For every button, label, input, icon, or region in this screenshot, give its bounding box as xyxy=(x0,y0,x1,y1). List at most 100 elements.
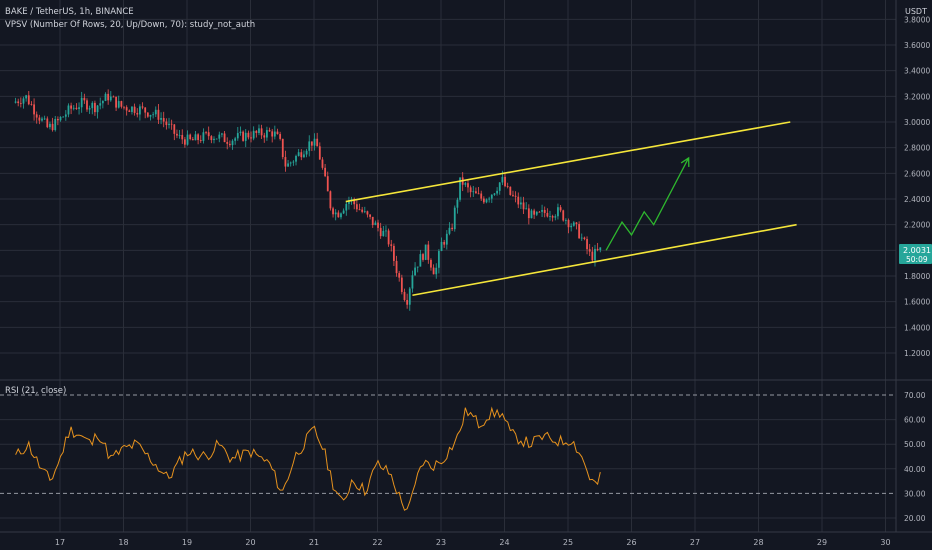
candle-body xyxy=(56,118,59,121)
candle-body xyxy=(303,154,305,158)
candle-body xyxy=(572,222,575,226)
rsi-tick-label: 50.00 xyxy=(904,440,926,449)
candle-body xyxy=(207,132,210,137)
candle-body xyxy=(154,109,157,115)
candle-body xyxy=(67,105,70,115)
candle-body xyxy=(186,134,189,145)
candle-body xyxy=(469,187,472,193)
rsi-legend[interactable]: RSI (21, close) xyxy=(5,386,66,396)
candle-body xyxy=(393,245,395,261)
projection-path xyxy=(605,157,690,251)
candle-body xyxy=(292,161,295,163)
candle-body xyxy=(236,133,239,139)
candle-body xyxy=(342,210,345,214)
candle-body xyxy=(109,96,112,101)
candle-body xyxy=(374,222,377,226)
candle-body xyxy=(115,96,117,108)
candle-body xyxy=(197,134,200,141)
candle-body xyxy=(268,130,271,132)
candle-body xyxy=(445,233,448,245)
candle-body xyxy=(96,105,99,113)
candle-body xyxy=(472,191,475,193)
candle-body xyxy=(324,167,327,177)
price-tick-label: 1.4000 xyxy=(904,323,930,332)
candle-body xyxy=(498,182,501,191)
candle-body xyxy=(477,193,480,195)
candle-body xyxy=(136,112,139,115)
candle-body xyxy=(91,102,94,109)
candle-body xyxy=(599,247,602,251)
candle-body xyxy=(318,146,321,160)
candle-body xyxy=(406,299,409,305)
currency-label[interactable]: USDT xyxy=(905,7,927,16)
candle-body xyxy=(379,227,382,237)
candle-body xyxy=(310,141,313,146)
candle-body xyxy=(33,104,35,115)
candle-body xyxy=(353,199,356,205)
candle-body xyxy=(297,152,300,156)
candle-body xyxy=(530,210,533,219)
candle-body xyxy=(123,106,125,108)
candle-body xyxy=(279,134,282,139)
candle-body xyxy=(271,131,274,137)
candle-body xyxy=(313,138,316,146)
candle-body xyxy=(86,100,88,110)
candle-body xyxy=(557,207,559,217)
candle-body xyxy=(104,93,107,101)
candle-body xyxy=(295,155,297,162)
time-tick-label: 19 xyxy=(182,538,192,547)
candle-body xyxy=(281,138,284,158)
candle-body xyxy=(152,114,155,116)
candle-body xyxy=(141,106,144,108)
candle-body xyxy=(509,186,512,195)
candle-body xyxy=(144,107,147,113)
candle-body xyxy=(194,134,197,141)
candle-body xyxy=(448,227,451,234)
candle-body xyxy=(17,101,20,104)
indicator-legend[interactable]: VPSV (Number Of Rows, 20, Up/Down, 70): … xyxy=(5,20,255,30)
time-tick-label: 30 xyxy=(880,538,890,547)
time-tick-label: 24 xyxy=(499,538,509,547)
candle-body xyxy=(160,118,162,120)
time-tick-label: 21 xyxy=(309,538,319,547)
candle-body xyxy=(559,207,562,211)
symbol-legend[interactable]: BAKE / TetherUS, 1h, BINANCE xyxy=(5,7,134,17)
candle-body xyxy=(416,266,419,268)
candle-body xyxy=(213,138,215,141)
candle-body xyxy=(586,239,588,250)
rsi-tick-label: 20.00 xyxy=(904,514,926,523)
price-tick-label: 1.6000 xyxy=(904,298,930,307)
candle-body xyxy=(562,210,565,221)
candle-body xyxy=(300,152,303,158)
channel-lower-line xyxy=(412,223,797,297)
candle-body xyxy=(139,106,141,115)
current-price-badge xyxy=(899,244,932,264)
candle-body xyxy=(173,124,176,134)
candle-body xyxy=(218,134,221,139)
candle-body xyxy=(70,105,73,109)
chart-grid xyxy=(0,0,896,532)
candle-body xyxy=(128,110,131,112)
candle-body xyxy=(533,210,536,215)
candle-body xyxy=(289,162,292,164)
candle-body xyxy=(321,159,324,168)
candle-body xyxy=(231,140,234,146)
candle-body xyxy=(117,101,120,108)
candle-body xyxy=(223,133,226,143)
candle-body xyxy=(485,199,488,203)
candle-body xyxy=(162,118,165,122)
candle-body xyxy=(120,101,123,107)
candle-body xyxy=(408,288,411,305)
candle-body xyxy=(149,114,152,117)
price-tick-label: 3.6000 xyxy=(904,41,930,50)
candle-body xyxy=(437,251,440,268)
candle-body xyxy=(575,222,578,225)
projection-arrow-drawing xyxy=(605,156,690,251)
candle-body xyxy=(580,237,583,239)
time-tick-label: 26 xyxy=(626,538,636,547)
candle-body xyxy=(594,248,596,261)
time-tick-label: 29 xyxy=(817,538,827,547)
candle-body xyxy=(308,141,311,151)
